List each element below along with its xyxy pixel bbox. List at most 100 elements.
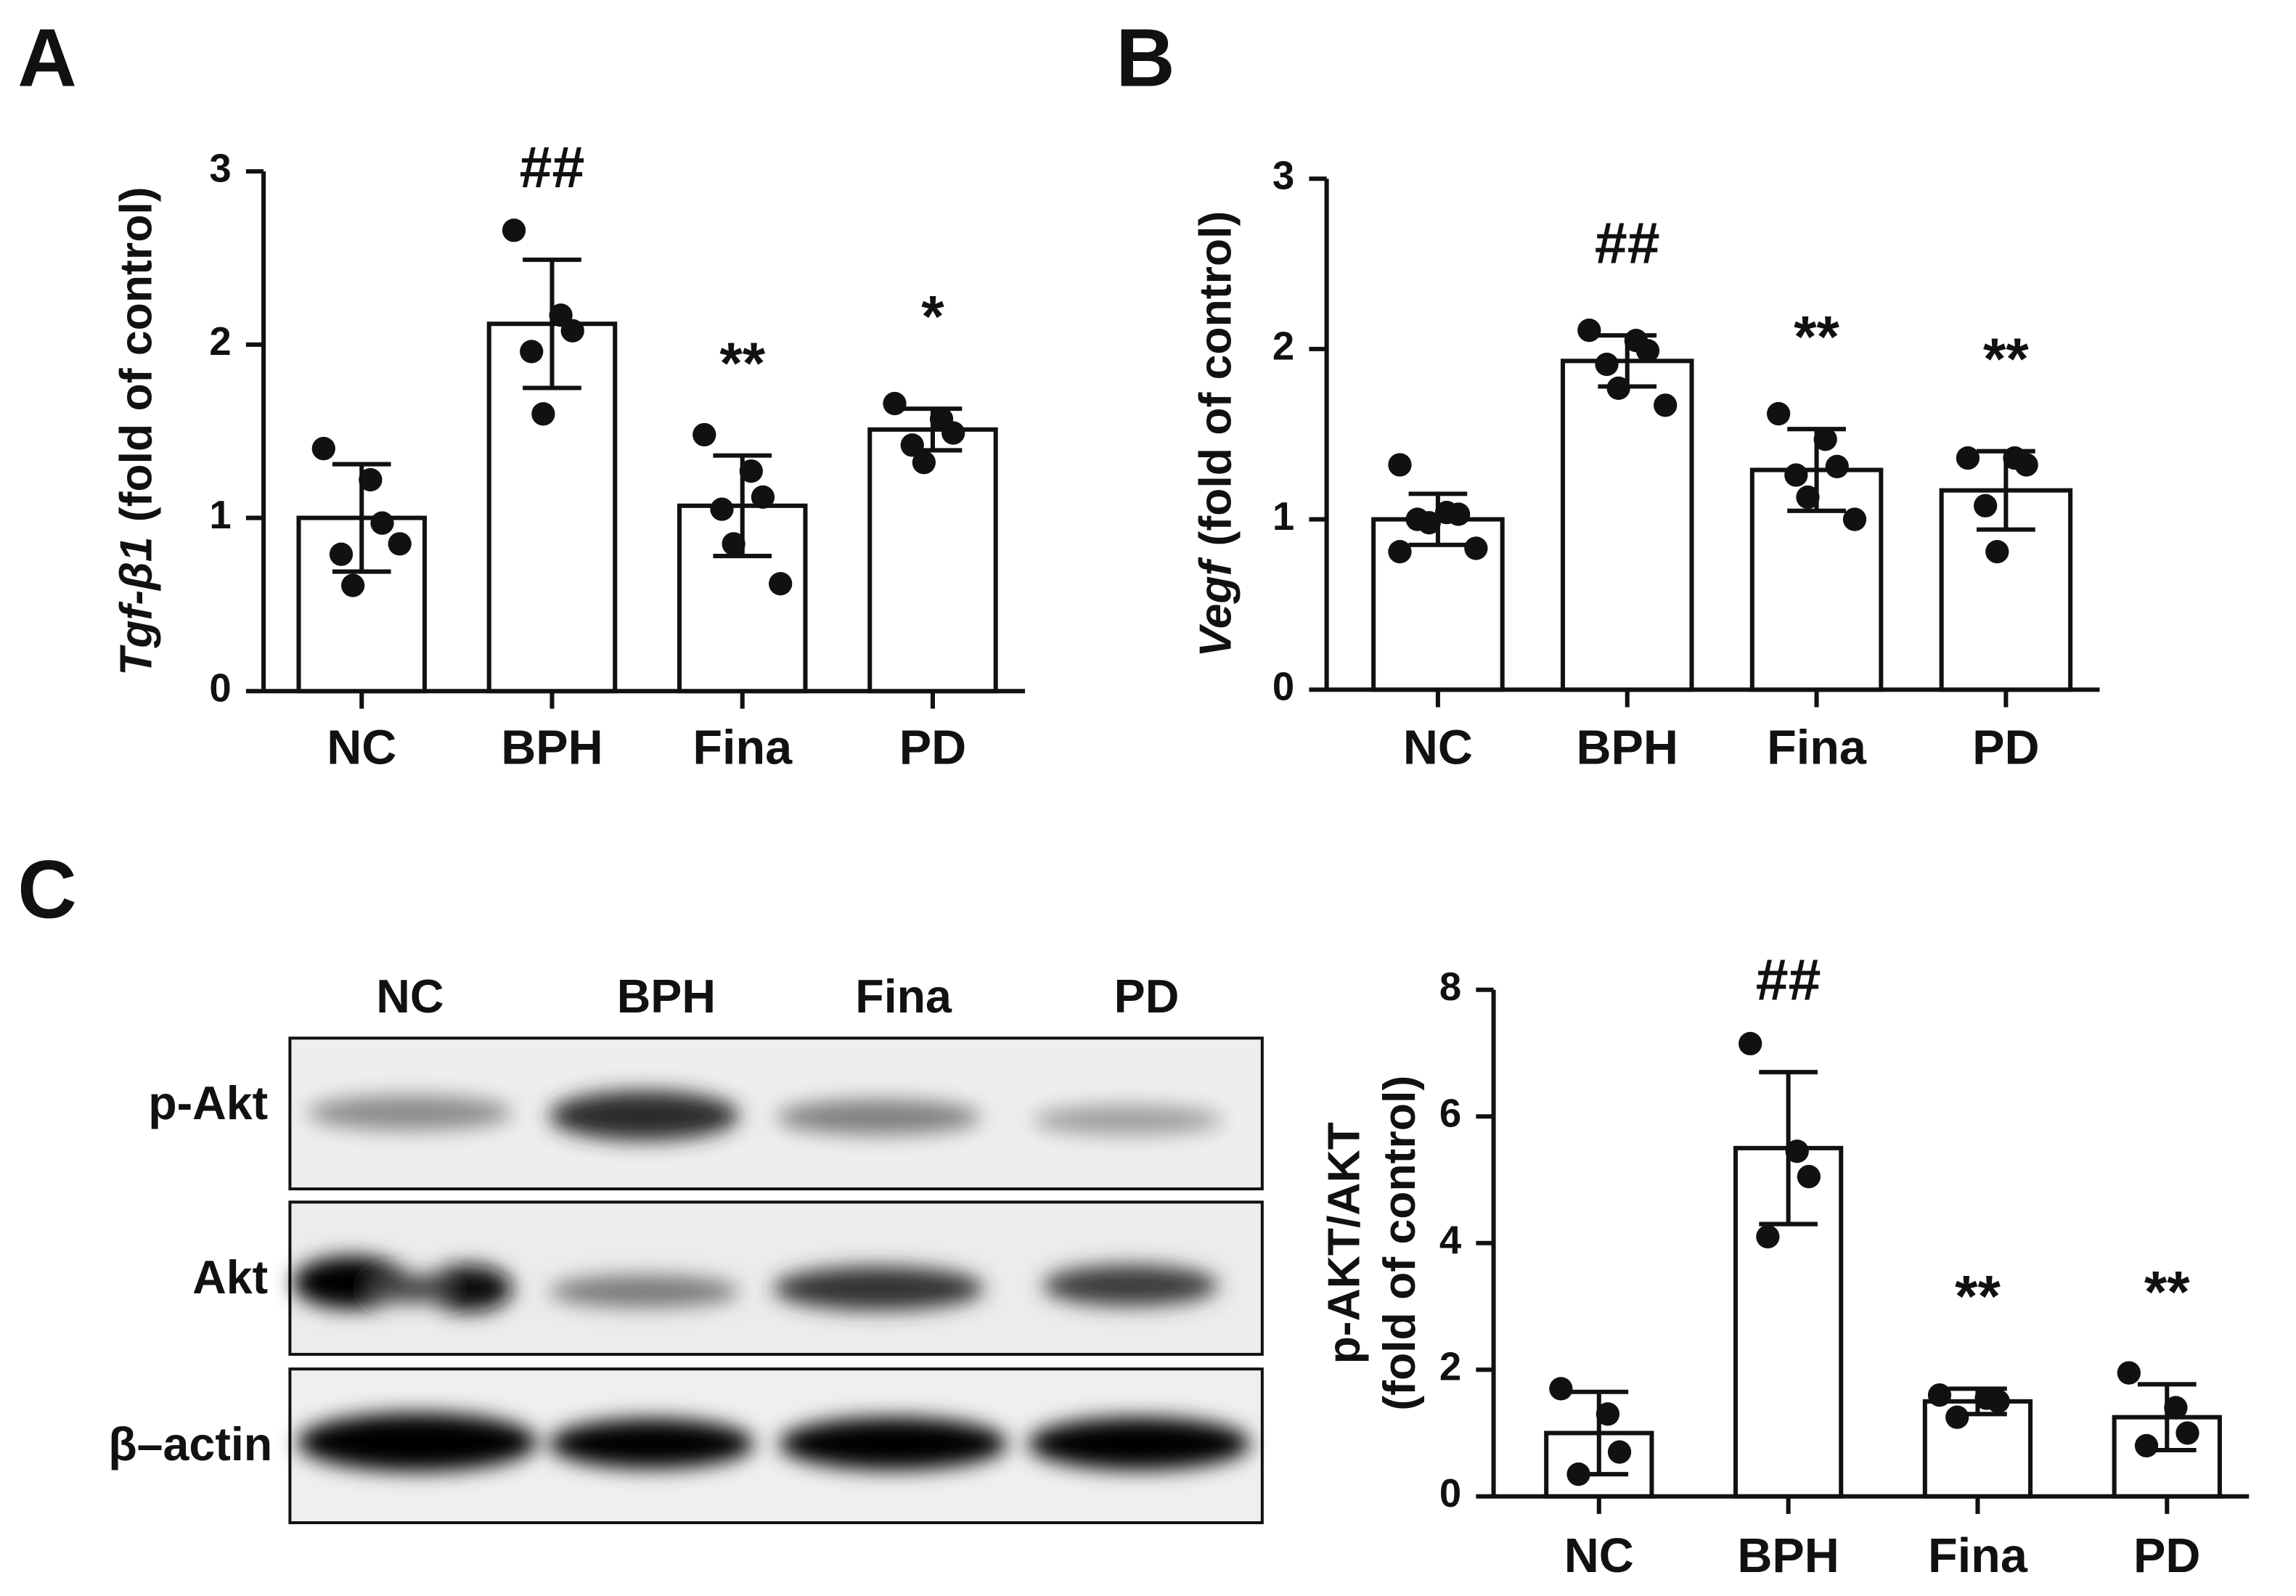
data-point [900,433,924,457]
data-point [1945,1405,1969,1429]
x-tick-label: Fina [1928,1529,2028,1583]
data-point [1606,376,1630,400]
x-tick-label: BPH [501,721,603,775]
data-point [1974,494,1998,517]
y-axis-label: Vegf (fold of control) [1190,211,1241,658]
panel-label: B [1116,12,1175,104]
data-point [769,572,793,596]
data-point [1766,401,1791,426]
data-point [739,459,763,483]
significance-label: ** [719,331,765,396]
x-tick-label: Fina [693,721,793,775]
data-point [2134,1433,2159,1458]
data-point [2176,1421,2199,1445]
significance-label: ** [1983,327,2029,392]
data-point [1566,1462,1590,1486]
data-point [1985,540,2009,564]
significance-label: ** [1955,1264,2001,1330]
lane-label: NC [376,970,444,1023]
lane-label: PD [1114,970,1180,1023]
row-label: Akt [192,1251,268,1304]
x-tick-label: PD [1972,721,2039,775]
significance-label: ** [2144,1260,2190,1325]
data-point [370,511,394,535]
y-tick-label: 0 [1439,1471,1461,1515]
y-axis-label: (fold of control) [1374,1076,1425,1411]
y-tick-label: 2 [1272,324,1294,368]
y-tick-label: 1 [209,493,231,537]
y-tick-label: 4 [1439,1218,1461,1262]
data-point [1813,427,1837,451]
data-point [1956,446,1980,470]
x-tick-label: PD [899,721,966,775]
data-point [1756,1224,1780,1249]
significance-label: ## [1756,947,1821,1012]
lane-label: BPH [617,970,716,1023]
y-tick-label: 0 [1272,665,1294,709]
y-tick-label: 3 [209,147,231,191]
row-label: β–actin [108,1418,272,1470]
data-point [520,340,544,364]
y-label-text: (fold of control) [110,187,161,522]
y-tick-label: 0 [209,666,231,711]
x-tick-label: NC [327,721,396,775]
data-point [1595,352,1619,377]
data-point [1635,339,1660,363]
data-point [560,319,584,343]
y-label-text: (fold of control) [1190,211,1241,547]
data-point [710,497,734,521]
data-point [388,532,412,556]
data-point [1797,1164,1821,1189]
y-label-gene: Vegf [1190,556,1241,657]
data-point [1447,502,1471,526]
significance-label: ## [1595,210,1660,276]
panel-label: A [17,12,77,104]
data-point [341,573,365,597]
data-point [531,402,555,426]
data-point [359,467,383,492]
data-point [2164,1396,2188,1420]
x-tick-label: NC [1403,721,1473,775]
y-axis-label: p-AKT/AKT [1318,1122,1369,1364]
data-point [1388,453,1412,477]
data-point [1417,511,1441,535]
data-point [311,436,335,461]
bar [867,427,998,694]
x-tick-label: BPH [1576,721,1678,775]
row-label: p-Akt [148,1077,268,1129]
y-tick-label: 2 [209,319,231,364]
panel-label: C [17,843,77,935]
data-point [1654,393,1678,417]
data-point [502,218,526,242]
significance-label: ## [520,135,585,200]
data-point [1596,1402,1620,1426]
data-point [1825,454,1849,478]
data-point [1784,463,1808,487]
data-point [1986,1389,2010,1413]
data-point [2117,1361,2141,1385]
x-tick-label: Fina [1767,721,1867,775]
data-point [912,451,936,475]
data-point [751,485,775,510]
y-tick-label: 6 [1439,1092,1461,1136]
data-point [883,391,907,416]
x-tick-label: PD [2133,1529,2200,1583]
data-point [1464,536,1488,560]
data-point [1739,1031,1762,1056]
x-tick-label: BPH [1737,1529,1839,1583]
data-point [1796,485,1820,510]
data-point [2014,453,2038,477]
bands [293,1090,1251,1472]
data-point [1388,540,1412,564]
bar [1922,1399,2033,1499]
data-point [1842,507,1867,531]
y-tick-label: 8 [1439,965,1461,1009]
data-point [1927,1383,1952,1407]
data-point [1785,1139,1809,1163]
data-point [329,542,354,566]
y-tick-label: 1 [1272,494,1294,539]
lane-label: Fina [855,970,952,1023]
y-axis-label: Tgf-β1 (fold of control) [110,187,161,676]
